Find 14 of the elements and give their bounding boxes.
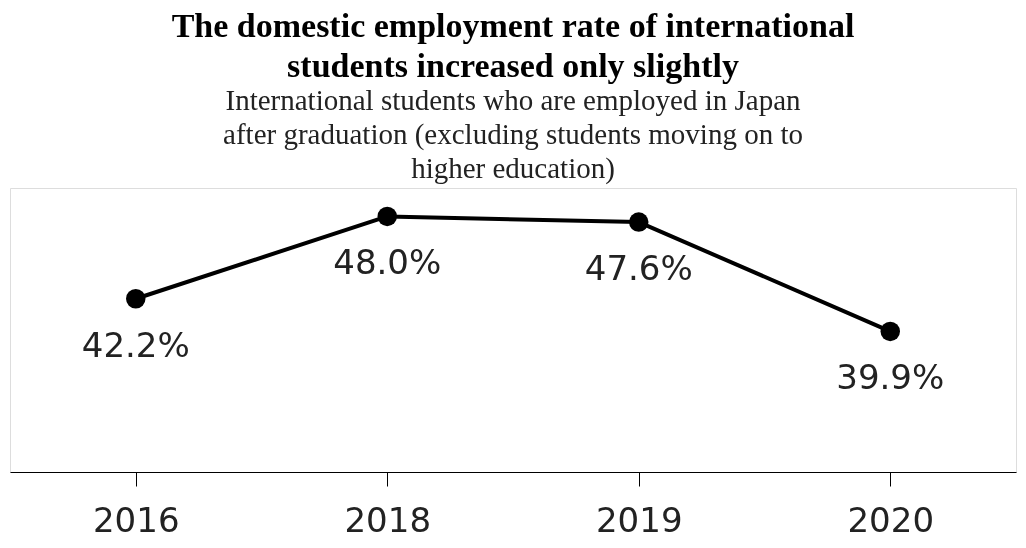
point [880, 321, 900, 342]
point [629, 212, 649, 232]
chart-title: The domestic employment rate of international students increased only slightly [171, 7, 855, 84]
point [377, 206, 397, 227]
chart-subtitle: International students who are employed in Japan after graduation (excluding students moving on to higher education) [223, 84, 803, 185]
x-tick-label: 2018 [344, 499, 432, 540]
x-tick-label: 2020 [847, 499, 935, 540]
data-label: 39.9% [836, 357, 945, 398]
x-tick-label: 2019 [595, 499, 683, 540]
point [126, 289, 146, 309]
data-label: 48.0% [333, 242, 442, 283]
data-label: 47.6% [584, 248, 693, 289]
x-tick-label: 2016 [92, 499, 180, 540]
data-label: 42.2% [81, 324, 190, 365]
